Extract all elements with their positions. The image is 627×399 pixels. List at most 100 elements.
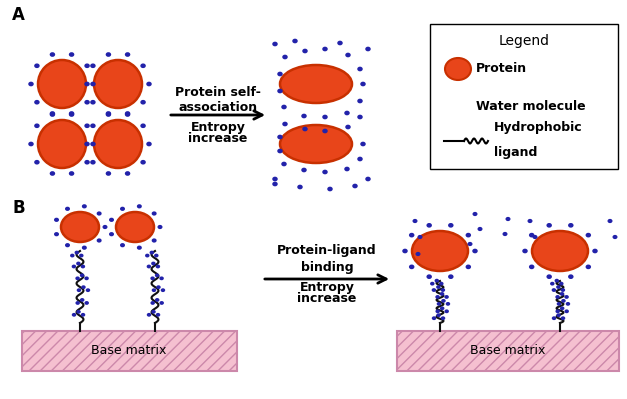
Ellipse shape <box>90 100 96 105</box>
Ellipse shape <box>155 273 159 277</box>
Ellipse shape <box>445 58 471 80</box>
Ellipse shape <box>357 157 363 161</box>
Ellipse shape <box>608 219 613 223</box>
Ellipse shape <box>532 235 537 239</box>
Ellipse shape <box>70 254 75 257</box>
Ellipse shape <box>322 170 328 174</box>
Ellipse shape <box>466 265 471 269</box>
Ellipse shape <box>80 273 84 277</box>
Ellipse shape <box>280 125 352 163</box>
Text: association: association <box>179 101 258 114</box>
Ellipse shape <box>502 232 507 236</box>
Text: Base matrix: Base matrix <box>92 344 167 358</box>
Ellipse shape <box>566 302 570 306</box>
Ellipse shape <box>69 52 75 57</box>
Ellipse shape <box>344 111 350 115</box>
Ellipse shape <box>76 262 81 265</box>
Ellipse shape <box>277 135 283 139</box>
Ellipse shape <box>561 299 566 303</box>
Ellipse shape <box>441 316 445 320</box>
Ellipse shape <box>441 299 446 303</box>
Ellipse shape <box>161 288 165 292</box>
Ellipse shape <box>409 265 414 269</box>
Ellipse shape <box>28 142 34 146</box>
Ellipse shape <box>322 47 328 51</box>
Ellipse shape <box>69 112 75 117</box>
Text: A: A <box>12 6 25 24</box>
Ellipse shape <box>71 265 76 269</box>
Ellipse shape <box>436 313 441 317</box>
Ellipse shape <box>560 292 564 296</box>
Ellipse shape <box>145 254 150 257</box>
Ellipse shape <box>532 231 588 271</box>
Ellipse shape <box>301 114 307 119</box>
Ellipse shape <box>150 251 154 255</box>
Ellipse shape <box>159 277 164 280</box>
Ellipse shape <box>140 123 146 128</box>
Ellipse shape <box>75 301 80 305</box>
Ellipse shape <box>125 112 130 117</box>
Text: Entropy: Entropy <box>300 281 354 294</box>
Ellipse shape <box>272 41 278 46</box>
Ellipse shape <box>366 47 371 51</box>
Ellipse shape <box>352 184 358 188</box>
Ellipse shape <box>552 288 556 292</box>
Ellipse shape <box>150 301 155 305</box>
Ellipse shape <box>337 41 343 45</box>
Ellipse shape <box>152 211 157 215</box>
Ellipse shape <box>61 212 99 242</box>
Ellipse shape <box>366 177 371 181</box>
Ellipse shape <box>522 249 528 253</box>
Ellipse shape <box>84 123 90 128</box>
Ellipse shape <box>361 142 366 146</box>
Ellipse shape <box>69 111 75 116</box>
Ellipse shape <box>120 243 125 247</box>
Ellipse shape <box>97 211 102 215</box>
Text: Legend: Legend <box>498 34 549 48</box>
Ellipse shape <box>527 219 532 223</box>
Ellipse shape <box>38 120 86 168</box>
Ellipse shape <box>472 249 478 253</box>
Ellipse shape <box>277 72 283 76</box>
Ellipse shape <box>403 249 408 253</box>
Ellipse shape <box>282 105 287 109</box>
Ellipse shape <box>529 265 534 269</box>
Ellipse shape <box>151 262 155 265</box>
Text: ligand: ligand <box>494 146 537 159</box>
Ellipse shape <box>478 227 483 231</box>
Ellipse shape <box>125 171 130 176</box>
Ellipse shape <box>455 103 461 109</box>
Text: binding: binding <box>301 261 353 274</box>
Ellipse shape <box>361 82 366 86</box>
Ellipse shape <box>561 316 566 320</box>
Ellipse shape <box>552 316 556 320</box>
Ellipse shape <box>84 277 89 280</box>
Ellipse shape <box>50 111 55 116</box>
Text: Water molecule: Water molecule <box>476 99 586 113</box>
Ellipse shape <box>302 49 308 53</box>
Ellipse shape <box>560 306 564 310</box>
Ellipse shape <box>357 67 363 71</box>
Ellipse shape <box>430 282 435 286</box>
Ellipse shape <box>155 298 159 302</box>
Ellipse shape <box>426 223 432 228</box>
Ellipse shape <box>146 82 152 86</box>
Ellipse shape <box>529 233 534 237</box>
Ellipse shape <box>109 218 114 222</box>
Ellipse shape <box>146 142 152 146</box>
Ellipse shape <box>435 295 440 299</box>
Ellipse shape <box>90 123 96 128</box>
Ellipse shape <box>436 285 441 289</box>
Ellipse shape <box>94 120 142 168</box>
Ellipse shape <box>81 265 85 269</box>
Ellipse shape <box>445 295 449 299</box>
Bar <box>22 331 237 371</box>
Text: Protein self-: Protein self- <box>175 86 261 99</box>
Text: Entropy: Entropy <box>191 121 245 134</box>
Ellipse shape <box>90 63 96 68</box>
Ellipse shape <box>431 288 436 292</box>
Ellipse shape <box>34 100 40 105</box>
Ellipse shape <box>156 285 161 289</box>
Ellipse shape <box>446 302 450 306</box>
Ellipse shape <box>90 142 96 146</box>
